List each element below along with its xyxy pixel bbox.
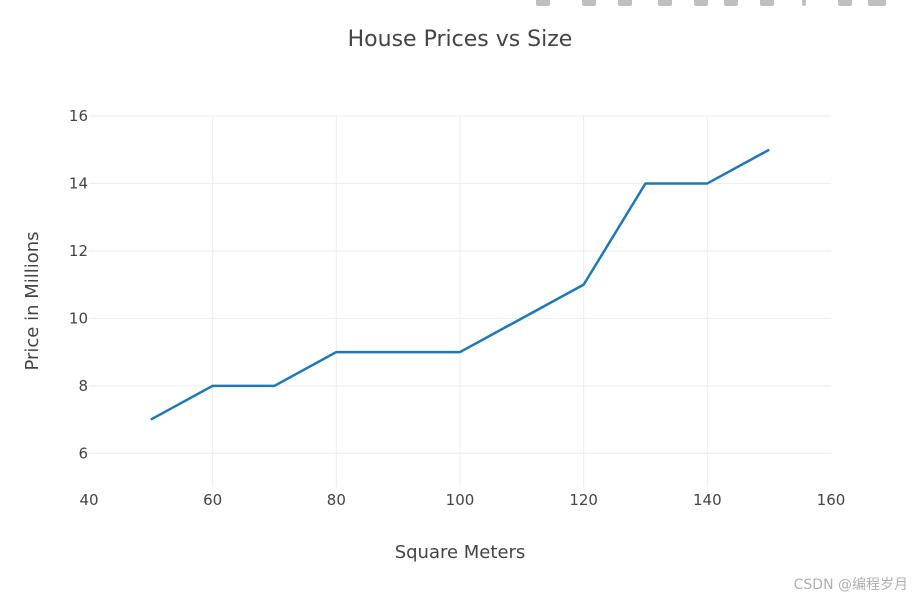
series-layer — [150, 148, 770, 421]
x-tick-label: 140 — [693, 491, 722, 509]
chart-title: House Prices vs Size — [348, 27, 573, 52]
x-axis-title: Square Meters — [395, 542, 526, 563]
camera-icon[interactable] — [536, 0, 550, 6]
y-tick-label: 6 — [78, 444, 88, 462]
spike-lines-icon[interactable] — [802, 0, 806, 6]
plotly-logo-icon[interactable] — [868, 0, 886, 6]
y-tick-label: 14 — [69, 174, 88, 192]
zoom-out-icon[interactable] — [694, 0, 708, 6]
x-tick-label: 120 — [569, 491, 598, 509]
autoscale-icon[interactable] — [724, 0, 738, 6]
y-axis-title: Price in Millions — [22, 231, 43, 370]
x-tick-label: 160 — [817, 491, 846, 509]
pan-icon[interactable] — [618, 0, 632, 6]
y-tick-label: 16 — [69, 107, 88, 125]
x-tick-label: 80 — [327, 491, 346, 509]
zoom-in-icon[interactable] — [658, 0, 672, 6]
x-tick-label: 100 — [446, 491, 475, 509]
y-tick-label: 12 — [69, 242, 88, 260]
reset-axes-icon[interactable] — [760, 0, 774, 6]
series-line[interactable] — [150, 148, 770, 421]
x-tick-label: 40 — [79, 491, 98, 509]
tick-labels: 40 60 80 100 120 140 160 6 8 10 12 14 16 — [69, 107, 845, 509]
y-tick-label: 8 — [78, 377, 88, 395]
hover-closest-icon[interactable] — [838, 0, 852, 6]
watermark: CSDN @编程岁月 — [793, 577, 908, 593]
y-tick-label: 10 — [69, 309, 88, 327]
x-tick-label: 60 — [203, 491, 222, 509]
grid-lines — [89, 115, 831, 487]
zoom-icon[interactable] — [582, 0, 596, 6]
